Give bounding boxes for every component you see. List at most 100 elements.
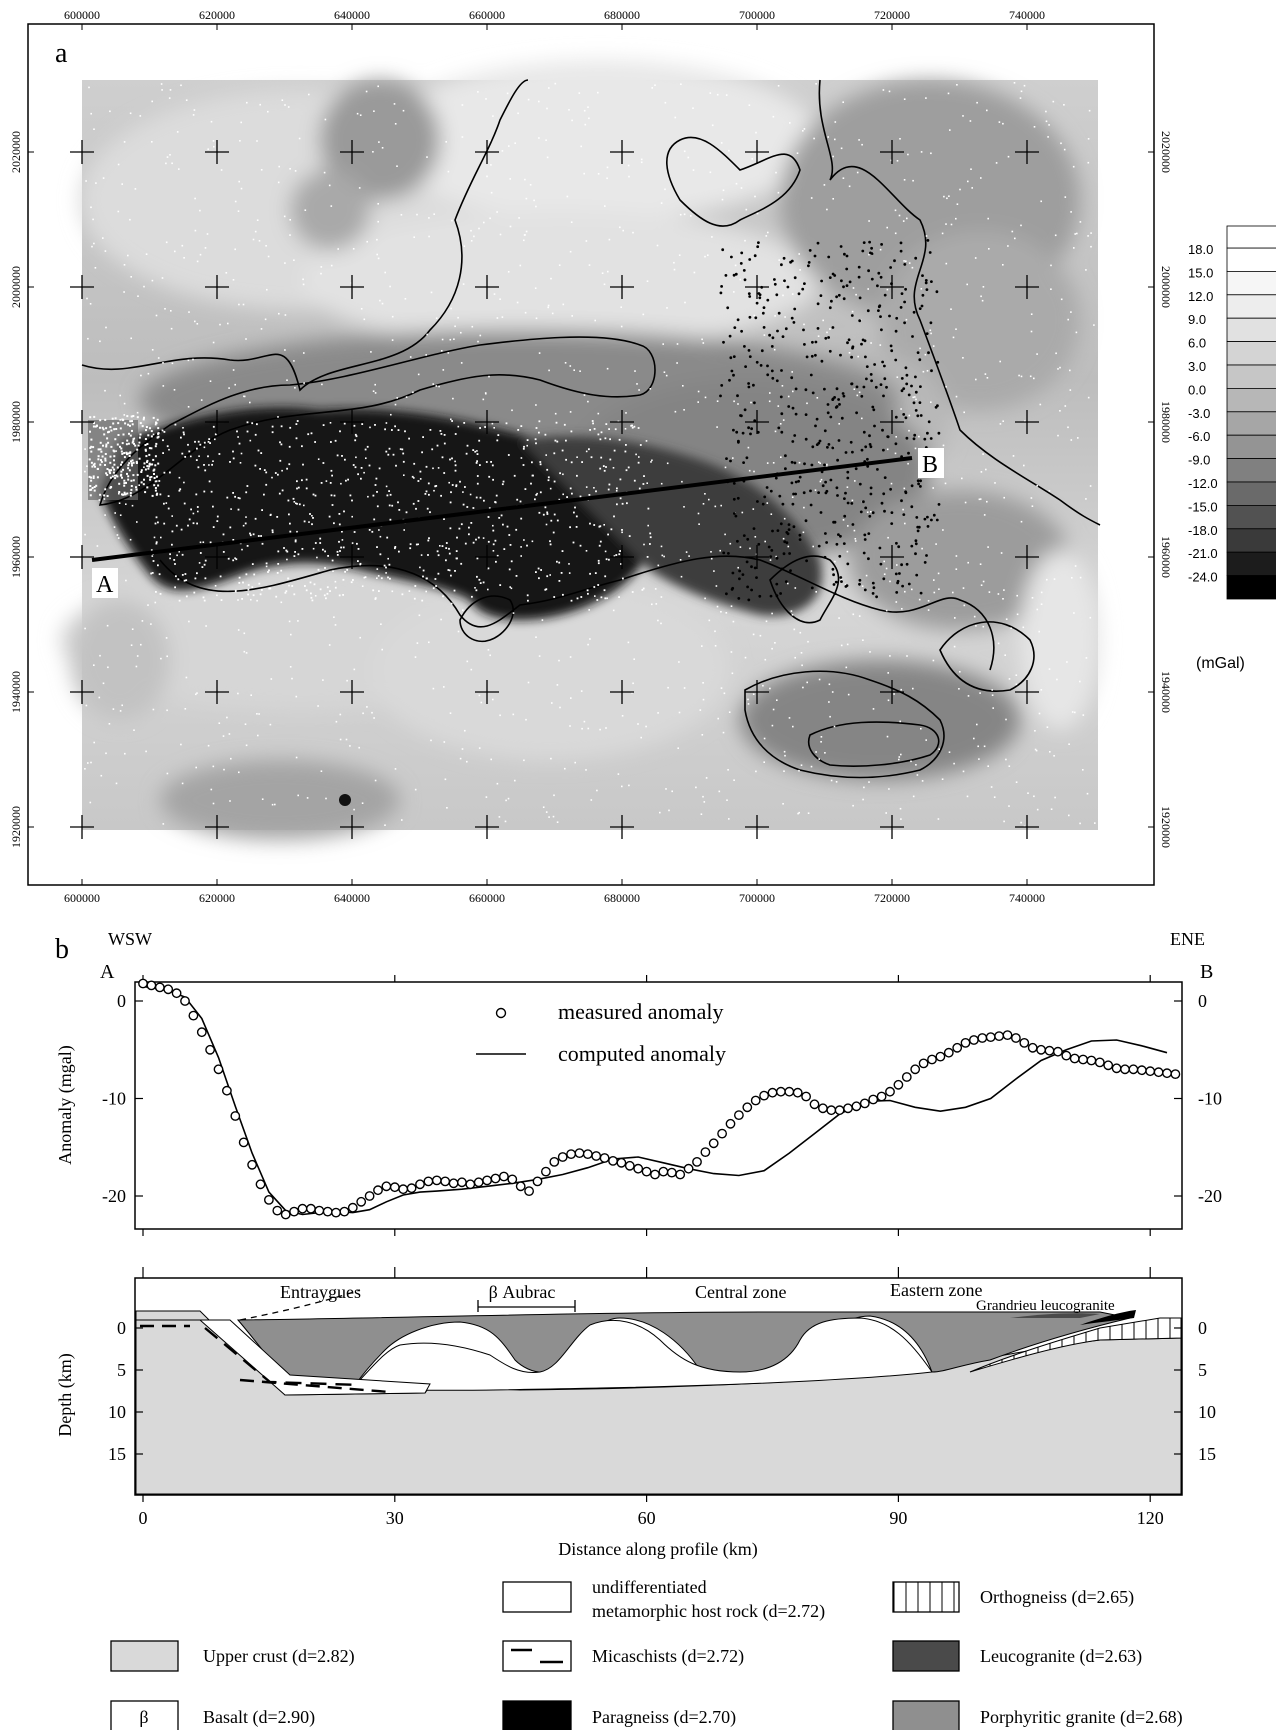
distance-tick-label: 0 <box>139 1508 148 1528</box>
measured-point <box>952 1042 963 1053</box>
legend-mica-swatch <box>502 1640 572 1672</box>
measured-point <box>977 1033 988 1043</box>
colorbar-label: 6.0 <box>1188 336 1206 351</box>
legend-porph-label: Porphyritic granite (d=2.68) <box>980 1707 1183 1728</box>
measured-point <box>935 1051 946 1062</box>
measured-point <box>818 1103 828 1114</box>
measured-point <box>616 1157 627 1168</box>
measured-point <box>910 1064 921 1075</box>
x-tick-label-top: 620000 <box>199 8 235 22</box>
measured-point <box>994 1031 1004 1042</box>
measured-point <box>1036 1044 1047 1055</box>
colorbar-label: -24.0 <box>1188 570 1218 585</box>
measured-point <box>985 1032 996 1043</box>
measured-point <box>1069 1053 1080 1064</box>
distance-tick-label: 30 <box>386 1508 404 1528</box>
measured-point <box>255 1179 266 1190</box>
colorbar: 18.0 15.0 12.0 9.0 6.0 3.0 0.0 -3.0 -6.0 -9.0 -12.… <box>1188 225 1276 600</box>
measured-point <box>675 1169 686 1180</box>
measured-point <box>1111 1063 1122 1074</box>
y-ticks-left: 2020000 2000000 1980000 1960000 1940000 19200… <box>9 131 34 848</box>
grid-crosses <box>70 140 1039 839</box>
measured-point <box>809 1099 820 1110</box>
measured-point <box>465 1179 476 1190</box>
measured-point <box>171 988 182 999</box>
measured-point <box>163 984 174 995</box>
measured-point <box>557 1152 568 1162</box>
measured-point <box>347 1202 358 1213</box>
legend-basalt-symbol: β <box>139 1707 148 1727</box>
orthogneiss-body <box>969 1317 1182 1373</box>
depth-section: Entraygues β Aubrac Central zone Eastern… <box>134 1277 1183 1496</box>
measured-point <box>859 1098 870 1109</box>
measured-point <box>666 1167 677 1178</box>
y-tick-label-left: 2000000 <box>9 266 23 308</box>
legend-basalt-label: Basalt (d=2.90) <box>203 1707 315 1728</box>
ene-label: ENE <box>1170 929 1205 949</box>
x-tick-label-top: 600000 <box>64 8 100 22</box>
y-tick-label-right: 1940000 <box>1159 671 1173 713</box>
zone-aubrac: β Aubrac <box>489 1282 556 1302</box>
colorbar-label: -15.0 <box>1188 499 1218 514</box>
depth-axes: 0 30 60 90 120 0 0 5 5 10 10 15 15 <box>108 1267 1216 1528</box>
measured-point <box>742 1102 753 1113</box>
depth-tick-label: 10 <box>108 1402 126 1422</box>
measured-point <box>1011 1033 1021 1043</box>
colorbar-swatch <box>1226 270 1276 296</box>
distance-x-label: Distance along profile (km) <box>558 1539 757 1560</box>
profile-start-a: A <box>100 961 115 983</box>
y-tick-label-left: 1920000 <box>9 806 23 848</box>
measured-point <box>297 1203 308 1214</box>
y-tick-label: 0 <box>117 991 126 1011</box>
y-tick-label-right: -20 <box>1198 1186 1222 1206</box>
depth-tick-label-right: 0 <box>1198 1318 1207 1338</box>
colorbar-label: -18.0 <box>1188 523 1218 538</box>
colorbar-swatch <box>1226 458 1276 483</box>
geologic-contours <box>81 79 1101 779</box>
colorbar-swatch <box>1226 294 1276 319</box>
measured-point <box>700 1147 711 1158</box>
colorbar-swatch <box>1226 575 1276 600</box>
depth-tick-label: 15 <box>108 1444 126 1464</box>
measured-point <box>322 1206 333 1217</box>
measured-point <box>188 1010 199 1021</box>
measured-point <box>683 1163 694 1174</box>
colorbar-swatch <box>1226 317 1276 343</box>
measured-point <box>574 1148 585 1159</box>
measured-point <box>213 1064 224 1075</box>
y-tick-label-right: 0 <box>1198 991 1207 1011</box>
measured-point <box>1053 1046 1063 1057</box>
measured-point <box>608 1156 618 1166</box>
legend-para-label: Paragneiss (d=2.70) <box>592 1707 736 1728</box>
legend-basalt-swatch <box>110 1700 179 1730</box>
measured-point <box>180 996 190 1006</box>
legend-measured-label: measured anomaly <box>558 999 724 1024</box>
zone-entraygues: Entraygues <box>280 1282 361 1302</box>
measured-point <box>1103 1060 1114 1071</box>
measured-point <box>138 978 148 989</box>
measured-point <box>1086 1055 1097 1066</box>
zone-central: Central zone <box>695 1282 786 1302</box>
colorbar-label: 9.0 <box>1188 312 1206 327</box>
measured-point <box>750 1095 761 1106</box>
measured-point <box>1078 1054 1089 1065</box>
colorbar-swatch <box>1226 481 1276 506</box>
colorbar-swatch <box>1226 387 1276 413</box>
measured-point <box>381 1181 392 1192</box>
x-tick-label-bottom: 620000 <box>199 891 235 905</box>
x-tick-label-top: 640000 <box>334 8 370 22</box>
measured-point <box>230 1111 241 1121</box>
measured-point <box>272 1205 283 1216</box>
host-rock-body <box>354 1317 933 1391</box>
measured-point <box>1019 1038 1030 1048</box>
measured-point <box>1145 1066 1156 1077</box>
x-tick-label-top: 740000 <box>1009 8 1045 22</box>
colorbar-unit: (mGal) <box>1196 655 1245 672</box>
distance-tick-label: 60 <box>638 1508 656 1528</box>
measured-point <box>1061 1050 1072 1061</box>
y-tick-label-right: 2020000 <box>1159 131 1173 173</box>
micaschist-dashes <box>140 1324 391 1394</box>
profile-point-b: B <box>922 452 938 478</box>
measured-point <box>834 1105 845 1116</box>
colorbar-swatch <box>1226 434 1276 460</box>
